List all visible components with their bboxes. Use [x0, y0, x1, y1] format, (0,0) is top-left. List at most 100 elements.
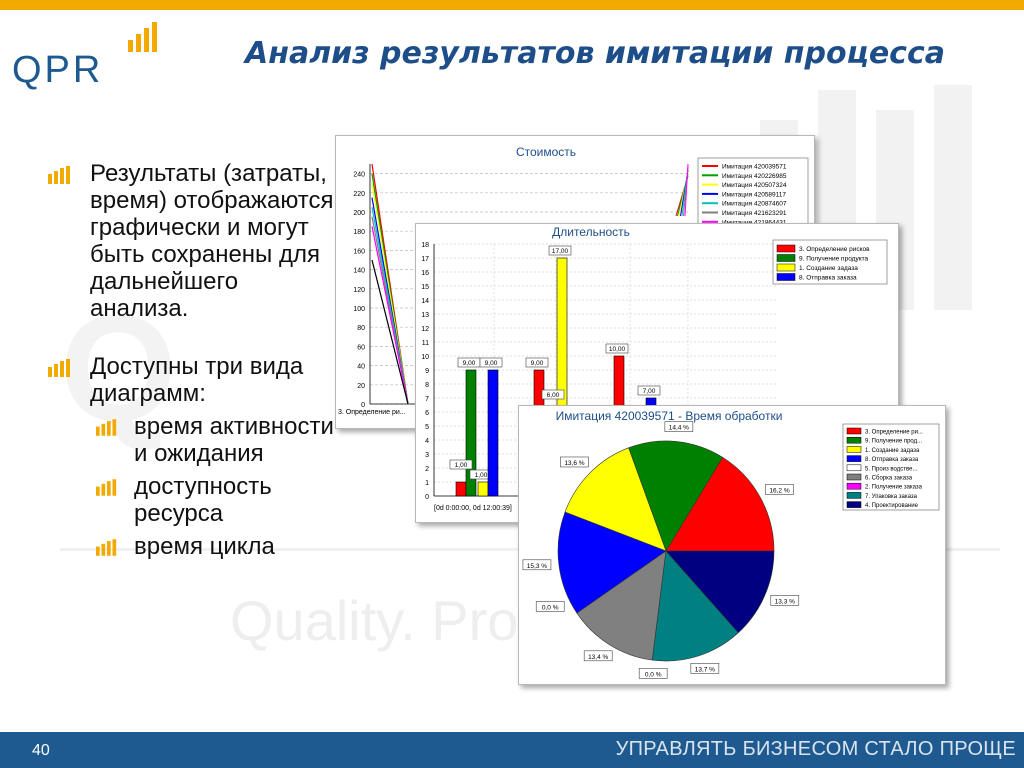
y-tick-label: 20: [357, 383, 365, 390]
y-tick-label: 10: [421, 354, 429, 361]
slice-label-box: [638, 668, 668, 679]
bullet-item: Результаты (затраты, время) отображаются…: [48, 160, 338, 322]
y-tick-label: 12: [421, 326, 429, 333]
data-label: 9,00: [531, 360, 544, 367]
y-tick-label: 40: [357, 364, 365, 371]
sub-bullet-text: время активности и ожидания: [134, 413, 334, 467]
chart-title: Стоимость: [516, 145, 576, 159]
data-label: 17,00: [552, 248, 569, 255]
data-label-box: [525, 357, 549, 368]
legend-swatch: [846, 455, 862, 462]
legend-label: 1. Создание задаза: [865, 448, 920, 454]
footer-bar: [0, 732, 1024, 768]
legend-swatch: [846, 473, 862, 481]
legend-label: 8. Отправка заказа: [865, 457, 919, 463]
bullet-bars-icon: [96, 539, 117, 556]
legend-label: 3. Определение рисков: [799, 246, 870, 253]
legend-swatch: [776, 254, 796, 262]
pie-slice: [564, 447, 667, 552]
pie-slice: [651, 550, 739, 662]
y-tick-label: 7: [425, 396, 429, 403]
y-tick-label: 6: [425, 410, 429, 417]
bullet-text: Доступны три вида диаграмм:: [90, 353, 304, 407]
data-label-box: [541, 389, 565, 400]
sub-bullet-text: время цикла: [134, 533, 275, 560]
slice-label-box: [770, 595, 800, 606]
legend-label: 5. Произ водстве...: [865, 466, 918, 472]
y-tick-label: 2: [425, 466, 429, 473]
bullet-list: Результаты (затраты, время) отображаются…: [48, 160, 338, 560]
y-tick-label: 1: [425, 480, 429, 487]
legend-label: 2. Получение заказа: [865, 485, 923, 491]
slice-label: 0,0 %: [542, 604, 559, 611]
sub-bullet-item: время цикла: [96, 533, 338, 560]
slice-label: 16,2 %: [769, 488, 789, 495]
pie-slice: [628, 440, 724, 552]
slice-label-box: [522, 559, 552, 571]
sub-bullet-item: доступность ресурса: [96, 473, 338, 527]
y-tick-label: 5: [425, 424, 429, 431]
y-tick-label: 15: [421, 284, 429, 291]
data-label-box: [605, 343, 629, 354]
y-tick-label: 0: [425, 494, 429, 501]
legend-label: 6. Сборка заказа: [865, 476, 913, 482]
series-line: [371, 259, 409, 405]
series-line-end: [684, 163, 689, 217]
top-accent-bar: [0, 0, 1024, 10]
pie-slice: [576, 550, 667, 661]
data-label: 6,00: [547, 392, 560, 399]
legend-swatch: [846, 501, 862, 508]
data-label: 9,00: [463, 360, 476, 367]
slice-label-box: [690, 663, 720, 674]
legend-label: Имитация 421864431: [722, 219, 787, 226]
pie-slice: [665, 550, 775, 634]
slice-label: 13,4 %: [588, 654, 608, 661]
y-tick-label: 80: [357, 325, 365, 332]
slice-label-box: [560, 456, 589, 468]
slice-label-box: [535, 601, 565, 612]
y-tick-label: 200: [353, 210, 365, 217]
data-label: 7,00: [643, 388, 656, 395]
y-tick-label: 3: [425, 452, 429, 459]
slice-label-box: [664, 421, 694, 432]
bullet-bars-icon: [96, 479, 117, 496]
y-tick-label: 140: [353, 268, 365, 275]
qpr-logo: QPR: [12, 22, 157, 90]
legend-swatch: [846, 464, 862, 472]
page-number: 40: [32, 742, 50, 759]
legend-swatch: [776, 263, 796, 272]
data-label: 10,00: [609, 346, 626, 353]
slice-label: 14,4 %: [669, 425, 689, 432]
data-label-box: [479, 357, 503, 368]
legend-label: 3. Определение ри...: [865, 430, 923, 436]
bullet-bars-icon: [48, 166, 70, 184]
series-line: [371, 226, 409, 405]
bar: [487, 369, 499, 497]
bullet-item: Доступны три вида диаграмм:: [48, 353, 338, 407]
y-tick-label: 11: [422, 340, 429, 347]
legend-label: 9. Получение продукта: [799, 256, 869, 263]
legend-label: 8. Отправка заказа: [799, 275, 857, 282]
legend-label: Имитация 420874607: [722, 201, 787, 208]
x-tick-label: [0d 0:00:00, 0d 12:00:39]: [434, 505, 512, 512]
y-tick-label: 60: [357, 344, 365, 351]
chart-title: Имитация 420039571 - Время обработки: [556, 409, 783, 423]
data-label-box: [637, 385, 661, 396]
bar: [465, 369, 477, 497]
y-tick-label: 220: [353, 191, 365, 198]
data-label: 1,00: [475, 472, 488, 479]
slide-title: Анализ результатов имитации процесса: [245, 36, 945, 71]
y-tick-label: 4: [425, 438, 429, 445]
x-tick-label: 3. Определение ри...: [338, 409, 406, 416]
legend-swatch: [846, 446, 862, 453]
slice-label-box: [765, 484, 794, 495]
legend-swatch: [776, 273, 796, 281]
legend-swatch: [776, 244, 796, 253]
legend-label: Имитация 420589117: [722, 191, 786, 198]
pie-slice: [557, 511, 667, 614]
bullet-text: Результаты (затраты, время) отображаются…: [90, 160, 334, 322]
slice-label: 13,6 %: [564, 460, 584, 467]
y-tick-label: 9: [425, 368, 429, 375]
y-tick-label: 18: [421, 242, 429, 249]
y-tick-label: 100: [353, 306, 365, 313]
